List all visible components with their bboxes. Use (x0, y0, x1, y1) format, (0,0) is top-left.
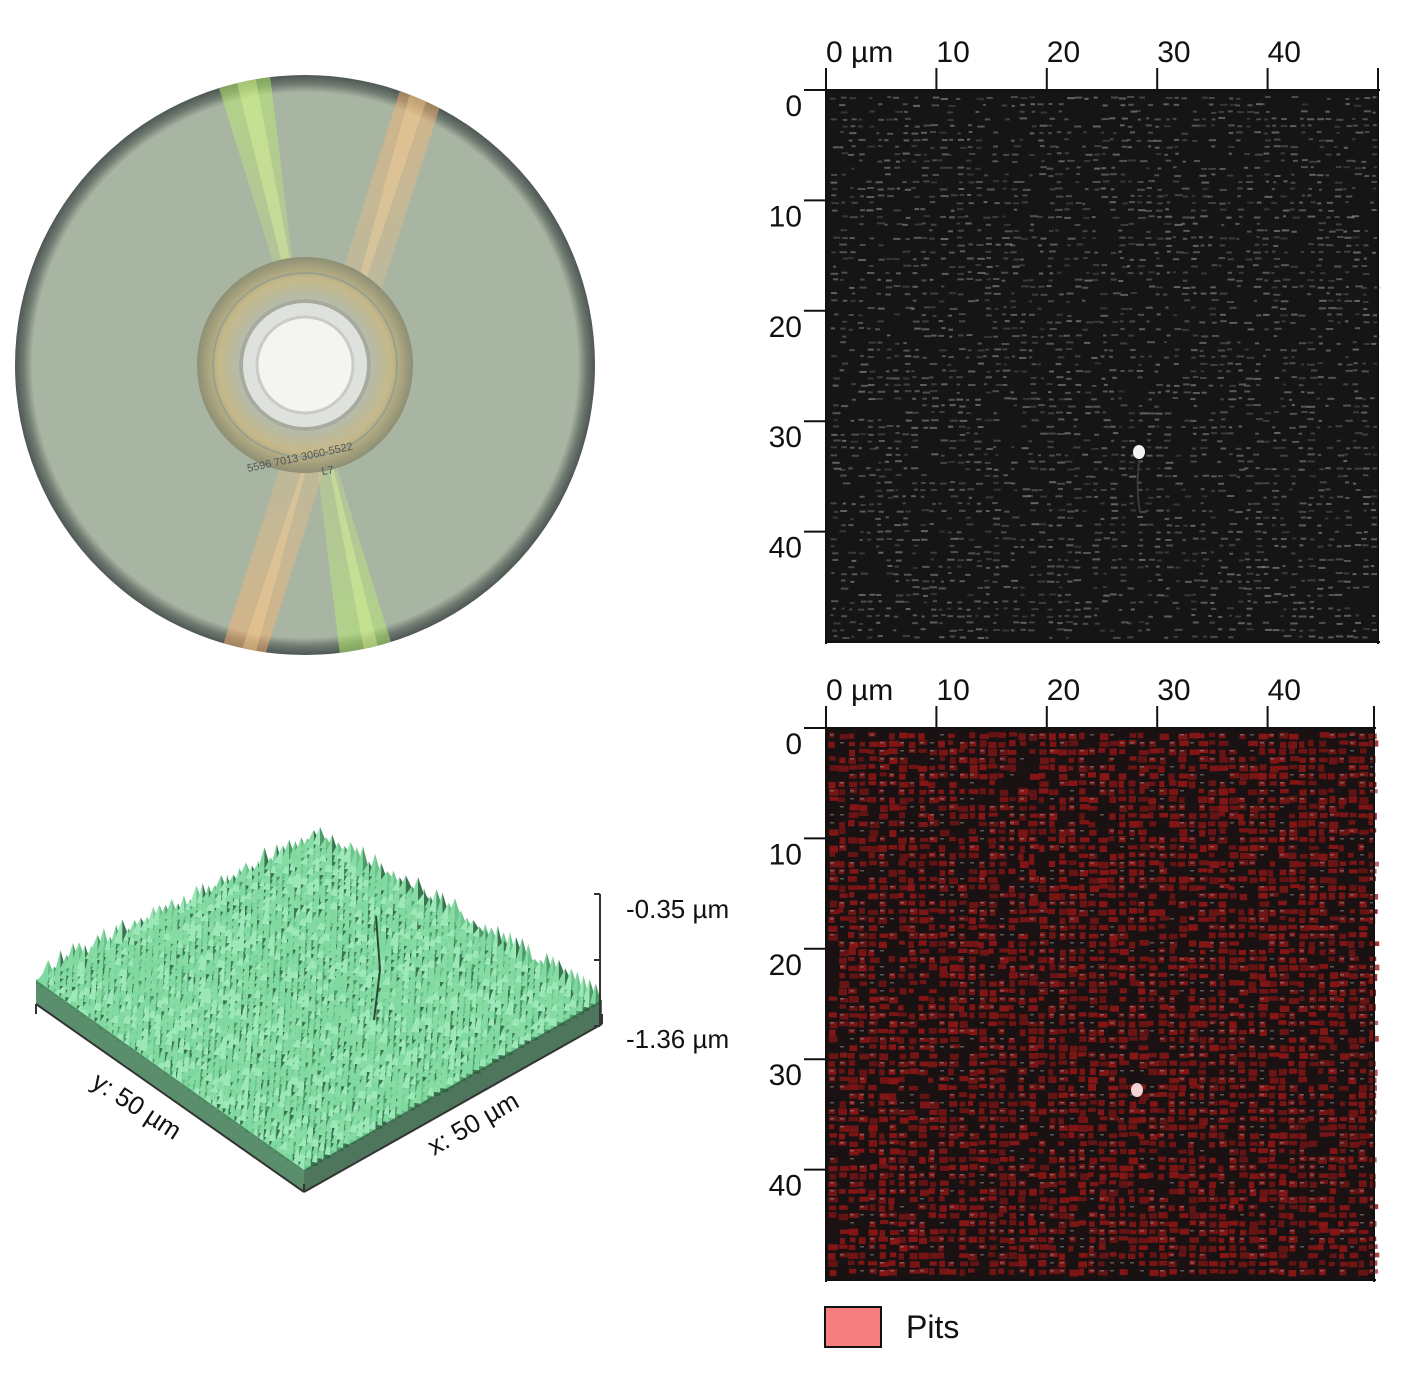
cd-disc-graphic: 5596 7013 3060-5522 L7 (15, 75, 595, 655)
y-tick-label: 40 (769, 1170, 802, 1203)
y-tick-label: 20 (769, 311, 802, 344)
x-tick-label: 30 (1157, 36, 1190, 69)
disc-hub-code: L7 (321, 464, 335, 478)
afm-topography-image: 0 µm 10 20 30 40 0 10 20 30 40 (769, 36, 1382, 644)
y-tick-label: 10 (769, 838, 802, 871)
y-tick-label: 10 (769, 200, 802, 233)
pit-contaminant-particle (1131, 1083, 1143, 1097)
legend: Pits (824, 1306, 959, 1348)
y-tick-label: 20 (769, 949, 802, 982)
afm-contaminant-particle (1133, 445, 1145, 513)
x-tick-label: 0 µm (826, 36, 893, 69)
pit-overlay-panel: 0 µm 10 20 30 40 0 10 20 30 40 (740, 658, 1412, 1298)
pit-overlay-texture (828, 732, 1380, 1277)
height-map-panel: -0.35 µm -1.36 µm y: 50 µm x: 50 µm (20, 820, 760, 1200)
height-map-surface (35, 826, 602, 1192)
x-tick-label: 40 (1268, 36, 1301, 69)
x-tick-label: 30 (1157, 674, 1190, 707)
afm-image-panel: 0 µm 10 20 30 40 0 10 20 30 40 (740, 20, 1412, 660)
cd-disc-photo: 5596 7013 3060-5522 L7 (10, 70, 600, 660)
z-max-label: -0.35 µm (626, 894, 729, 924)
afm-image-area (826, 90, 1378, 642)
y-tick-label: 0 (785, 90, 802, 123)
y-tick-label: 40 (769, 532, 802, 565)
x-tick-label: 10 (936, 674, 969, 707)
y-tick-label: 30 (769, 1059, 802, 1092)
z-min-label: -1.36 µm (626, 1024, 729, 1054)
pit-image-area (826, 728, 1374, 1280)
pit-detection-image: 0 µm 10 20 30 40 0 10 20 30 40 (769, 674, 1380, 1282)
legend-swatch-pits (824, 1306, 882, 1348)
y-tick-label: 0 (785, 728, 802, 761)
legend-label-pits: Pits (906, 1308, 960, 1345)
height-map-3d: -0.35 µm -1.36 µm y: 50 µm x: 50 µm (35, 826, 729, 1193)
x-axis-base-edge (303, 1023, 603, 1193)
y-tick-label: 30 (769, 421, 802, 454)
x-tick-label: 0 µm (826, 674, 893, 707)
x-tick-label: 20 (1047, 36, 1080, 69)
x-tick-label: 10 (936, 36, 969, 69)
x-tick-label: 20 (1047, 674, 1080, 707)
afm-texture (830, 96, 1382, 639)
disc-center-hole (255, 315, 355, 415)
x-tick-label: 40 (1268, 674, 1301, 707)
y-axis-base-edge (35, 1003, 305, 1193)
